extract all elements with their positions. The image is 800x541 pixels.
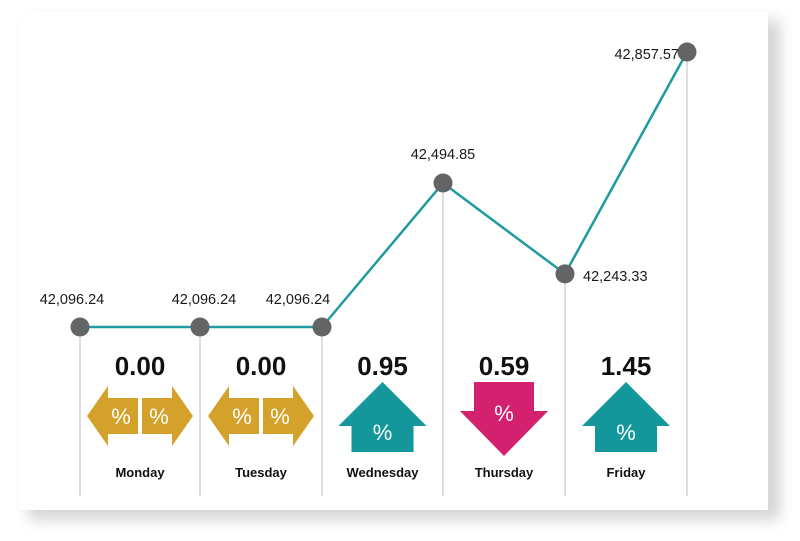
right-arrow-shape <box>263 386 314 446</box>
data-point <box>433 173 453 193</box>
value-label: 42,857.57 <box>614 47 679 63</box>
data-point <box>555 264 575 284</box>
day-label: Wednesday <box>346 465 419 480</box>
value-label: 42,096.24 <box>40 292 105 308</box>
day-label: Monday <box>115 465 165 480</box>
percent-symbol: % <box>149 404 169 429</box>
percent-symbol: % <box>232 404 252 429</box>
change-value: 0.00 <box>115 351 166 381</box>
data-point <box>312 317 332 337</box>
series-line <box>80 51 689 329</box>
data-point <box>70 317 90 337</box>
value-label: 42,243.33 <box>583 269 648 285</box>
day-label: Thursday <box>475 465 534 480</box>
change-value: 1.45 <box>601 351 652 381</box>
day-label: Friday <box>606 465 646 480</box>
value-label: 42,494.85 <box>411 147 476 163</box>
change-value: 0.59 <box>479 351 530 381</box>
percent-symbol: % <box>373 420 393 445</box>
percent-symbol: % <box>494 401 514 426</box>
percent-symbol: % <box>270 404 290 429</box>
right-arrow-shape <box>142 386 193 446</box>
flat-arrows-icon: %% <box>208 386 314 446</box>
left-arrow-shape <box>87 386 138 446</box>
change-value: 0.95 <box>357 351 408 381</box>
data-point <box>677 42 697 62</box>
percent-symbol: % <box>616 420 636 445</box>
up-arrow-icon: % <box>582 382 670 452</box>
down-arrow-shape <box>460 382 548 456</box>
down-arrow-icon: % <box>460 382 548 456</box>
change-value: 0.00 <box>236 351 287 381</box>
flat-arrows-icon: %% <box>87 386 193 446</box>
percent-symbol: % <box>111 404 131 429</box>
data-point <box>190 317 210 337</box>
up-arrow-icon: % <box>338 382 427 452</box>
up-arrow-shape <box>582 382 670 452</box>
left-arrow-shape <box>208 386 259 446</box>
up-arrow-shape <box>338 382 427 452</box>
value-label: 42,096.24 <box>266 292 331 308</box>
value-label: 42,096.24 <box>172 292 237 308</box>
day-label: Tuesday <box>235 465 288 480</box>
